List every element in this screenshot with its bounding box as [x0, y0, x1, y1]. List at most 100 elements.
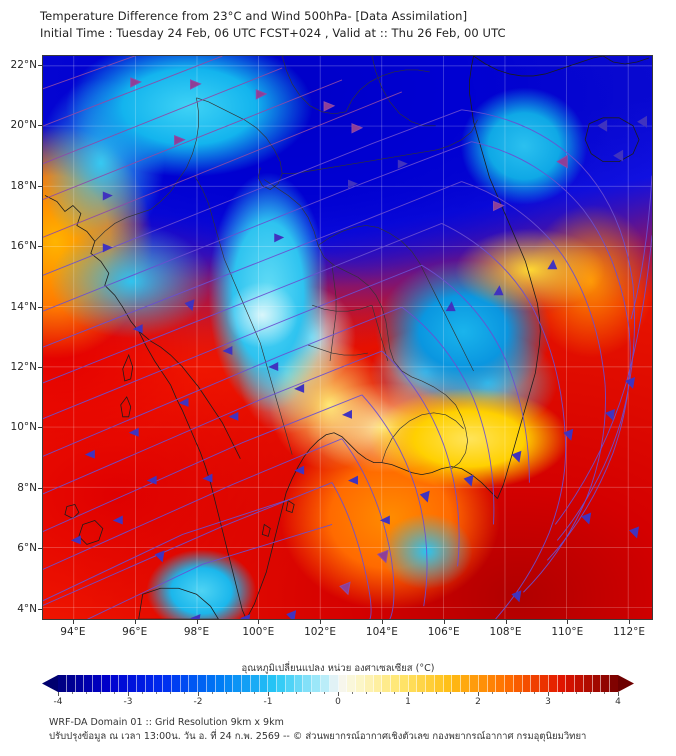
colorbar-tick-minor — [352, 692, 353, 694]
y-tick-mark — [38, 548, 42, 550]
colorbar-tick-minor — [436, 692, 437, 694]
colorbar-body — [58, 675, 618, 692]
colorbar-tick-minor — [72, 692, 73, 694]
y-tick-mark — [38, 487, 42, 489]
colorbar-segment — [207, 675, 216, 692]
colorbar-segment — [66, 675, 76, 692]
colorbar-tick-minor — [100, 692, 101, 694]
y-tick-label: 14°N — [10, 300, 37, 313]
colorbar-segment — [522, 675, 532, 692]
colorbar-segment — [469, 675, 479, 692]
map-plot-area[interactable]: 4°N 6°N 8°N 10°N 12°N 14°N 16°N 18°N 20°… — [11, 55, 653, 638]
colorbar-segment — [487, 675, 497, 692]
colorbar-segment — [408, 675, 418, 692]
colorbar-segment — [110, 675, 120, 692]
colorbar-tick-minor — [156, 692, 157, 694]
x-tick-label: 108°E — [489, 626, 522, 638]
x-tick-mark — [72, 620, 74, 624]
y-tick-label: 8°N — [17, 481, 37, 494]
colorbar-tick-minor — [380, 692, 381, 694]
colorbar-tick-minor — [254, 692, 255, 694]
footer-block: WRF-DA Domain 01 :: Grid Resolution 9km … — [49, 716, 649, 744]
colorbar-segment — [128, 675, 137, 692]
colorbar-tick-minor — [184, 692, 185, 694]
y-tick-label: 10°N — [10, 421, 37, 434]
x-tick-label: 102°E — [304, 626, 337, 638]
x-tick-mark — [320, 620, 322, 624]
colorbar-segment — [180, 675, 190, 692]
chart-subtitle: Initial Time : Tuesday 24 Feb, 06 UTC FC… — [40, 25, 506, 40]
colorbar-segment — [452, 675, 462, 692]
colorbar-extend-max-icon — [618, 675, 634, 692]
colorbar-segment — [592, 675, 602, 692]
colorbar-segment — [505, 675, 514, 692]
colorbar-tick-minor — [282, 692, 283, 694]
footer-model-info: WRF-DA Domain 01 :: Grid Resolution 9km … — [49, 717, 284, 728]
colorbar-tick-major — [618, 692, 619, 696]
colorbar-tick-major — [128, 692, 129, 696]
x-tick-mark — [629, 620, 631, 624]
colorbar-segment — [136, 675, 146, 692]
y-tick-mark — [38, 64, 42, 66]
colorbar-tick-minor — [114, 692, 115, 694]
colorbar-segment — [338, 675, 348, 692]
colorbar-segment — [513, 675, 523, 692]
colorbar-segment — [399, 675, 409, 692]
colorbar-tick-minor — [450, 692, 451, 694]
colorbar-tick-minor — [590, 692, 591, 694]
colorbar-segment — [557, 675, 567, 692]
colorbar-segment — [364, 675, 374, 692]
colorbar-tick-minor — [86, 692, 87, 694]
colorbar-tick-major — [268, 692, 269, 696]
colorbar-segment — [356, 675, 365, 692]
colorbar-tick-minor — [142, 692, 143, 694]
x-tick-mark — [443, 620, 445, 624]
colorbar-tick-label: 0 — [335, 697, 341, 707]
y-tick-mark — [38, 306, 42, 308]
colorbar-tick-minor — [562, 692, 563, 694]
colorbar-segment — [329, 675, 339, 692]
colorbar-tick-minor — [422, 692, 423, 694]
colorbar-tick-major — [548, 692, 549, 696]
colorbar-segment — [242, 675, 251, 692]
colorbar-segment — [320, 675, 330, 692]
colorbar-title: อุณหภูมิเปลี่ยนแปลง หน่วย องศาเซลเซียส (… — [241, 663, 435, 674]
y-tick-label: 18°N — [10, 179, 37, 192]
colorbar-segment — [294, 675, 304, 692]
colorbar-segment — [58, 675, 67, 692]
colorbar[interactable]: อุณหภูมิเปลี่ยนแปลง หน่วย องศาเซลเซียส (… — [42, 662, 634, 708]
colorbar-segment — [277, 675, 286, 692]
colorbar-segment — [224, 675, 234, 692]
colorbar-segment — [75, 675, 85, 692]
colorbar-segment — [145, 675, 155, 692]
colorbar-segment — [540, 675, 549, 692]
x-tick-mark — [258, 620, 260, 624]
colorbar-tick-label: 1 — [405, 697, 411, 707]
colorbar-tick-minor — [604, 692, 605, 694]
colorbar-tick-minor — [296, 692, 297, 694]
colorbar-segment — [347, 675, 357, 692]
colorbar-segment — [548, 675, 558, 692]
colorbar-segment — [434, 675, 444, 692]
y-tick-label: 6°N — [17, 542, 37, 555]
colorbar-tick-major — [198, 692, 199, 696]
x-tick-label: 104°E — [365, 626, 398, 638]
colorbar-extend-min-icon — [42, 675, 58, 692]
colorbar-segment — [601, 675, 611, 692]
colorbar-segment — [93, 675, 102, 692]
colorbar-tick-label: 2 — [475, 697, 481, 707]
colorbar-segment — [101, 675, 111, 692]
colorbar-segment — [285, 675, 295, 692]
colorbar-segment — [303, 675, 313, 692]
colorbar-tick-minor — [464, 692, 465, 694]
x-tick-label: 112°E — [613, 626, 646, 638]
x-tick-label: 106°E — [427, 626, 460, 638]
colorbar-segment — [566, 675, 576, 692]
colorbar-tick-major — [58, 692, 59, 696]
y-tick-mark — [38, 427, 42, 429]
colorbar-segment — [583, 675, 593, 692]
colorbar-segment — [382, 675, 392, 692]
colorbar-segment — [417, 675, 427, 692]
colorbar-tick-label: -2 — [193, 697, 203, 707]
